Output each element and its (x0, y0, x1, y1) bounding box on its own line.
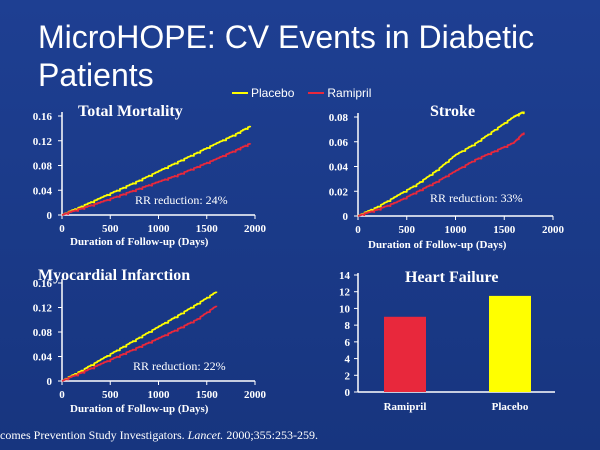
citation: comes Prevention Study Investigators. La… (0, 428, 600, 443)
stroke-y-tick-label: 0.02 (329, 186, 349, 198)
myocardial-infarction-x-tick-label: 2000 (244, 389, 267, 401)
slide-title: MicroHOPE: CV Events in Diabetic Patient… (38, 19, 535, 93)
stroke-x-tick-label: 0 (355, 224, 361, 236)
myocardial-infarction-y-tick-label: 0.12 (33, 303, 53, 315)
stroke-x-axis-label: Duration of Follow-up (Days) (368, 239, 507, 251)
stroke-x-tick-label: 2000 (542, 224, 565, 236)
myocardial-infarction-series-ramipril (61, 305, 218, 382)
stroke-series-placebo (357, 111, 525, 217)
myocardial-infarction-x-tick-label: 1500 (196, 389, 219, 401)
total-mortality-series-placebo (61, 125, 252, 216)
heart-failure-bar-placebo (489, 295, 531, 392)
stroke-rr-annotation: RR reduction: 33% (430, 191, 523, 205)
heart-failure-y-tick-label: 6 (345, 337, 351, 349)
legend-item-placebo: Placebo (232, 86, 294, 100)
myocardial-infarction-x-tick-label: 500 (102, 389, 119, 401)
stroke-series-ramipril (357, 132, 525, 217)
stroke-y-tick-label: 0.08 (329, 112, 349, 124)
heart-failure-chart-title: Heart Failure (405, 269, 498, 286)
total-mortality-y-tick-label: 0.04 (33, 185, 53, 197)
myocardial-infarction-rr-annotation: RR reduction: 22% (133, 359, 226, 373)
legend-item-ramipril: Ramipril (308, 86, 371, 100)
stroke-y-tick-label: 0 (343, 211, 349, 223)
myocardial-infarction-chart-title: Myocardial Infarction (38, 267, 190, 284)
legend-swatch-ramipril (308, 92, 325, 94)
myocardial-infarction-y-tick-label: 0 (47, 376, 53, 388)
heart-failure-y-tick-label: 0 (345, 387, 351, 399)
total-mortality-x-axis-label: Duration of Follow-up (Days) (70, 236, 209, 248)
citation-prefix: comes Prevention Study Investigators. (0, 428, 188, 442)
total-mortality-x-tick-label: 500 (102, 223, 119, 235)
total-mortality-series-ramipril (61, 142, 252, 216)
heart-failure-y-tick-label: 14 (339, 270, 351, 282)
stroke-x-tick-label: 1000 (445, 224, 468, 236)
heart-failure-bar-ramipril (384, 316, 426, 392)
myocardial-infarction-y-tick-label: 0.16 (33, 278, 53, 290)
heart-failure-y-tick-label: 4 (345, 354, 351, 366)
total-mortality-rr-annotation: RR reduction: 24% (135, 193, 228, 207)
stroke-x-tick-label: 500 (399, 224, 416, 236)
stroke-y-tick-label: 0.06 (329, 137, 349, 149)
total-mortality-y-tick-label: 0 (47, 210, 53, 222)
total-mortality-chart-title: Total Mortality (78, 103, 183, 120)
myocardial-infarction-x-tick-label: 1000 (148, 389, 171, 401)
stroke-y-tick-label: 0.04 (329, 162, 349, 174)
citation-suffix: 2000;355:253-259. (223, 428, 318, 442)
stroke-chart-title: Stroke (430, 103, 475, 120)
myocardial-infarction-x-tick-label: 0 (59, 389, 65, 401)
myocardial-infarction-series-placebo (61, 291, 218, 382)
heart-failure-y-tick-label: 10 (339, 303, 351, 315)
stroke-x-tick-label: 1500 (493, 224, 516, 236)
legend-label-placebo: Placebo (251, 86, 295, 100)
total-mortality-x-tick-label: 1000 (148, 223, 171, 235)
citation-journal: Lancet. (187, 428, 224, 442)
legend-swatch-placebo (232, 92, 248, 94)
heart-failure-y-tick-label: 8 (345, 320, 351, 332)
heart-failure-y-tick-label: 2 (345, 370, 351, 382)
myocardial-infarction-x-axis-label: Duration of Follow-up (Days) (70, 403, 209, 415)
total-mortality-y-tick-label: 0.08 (33, 161, 53, 173)
total-mortality-y-tick-label: 0.12 (33, 136, 53, 148)
heart-failure-y-tick-label: 12 (339, 287, 351, 299)
total-mortality-x-tick-label: 1500 (196, 223, 219, 235)
legend-label-ramipril: Ramipril (327, 86, 372, 100)
total-mortality-x-tick-label: 2000 (244, 223, 267, 235)
chart-legend: Placebo Ramipril (232, 86, 371, 100)
myocardial-infarction-y-tick-label: 0.04 (33, 352, 53, 364)
myocardial-infarction-y-tick-label: 0.08 (33, 327, 53, 339)
heart-failure-category-label-placebo: Placebo (492, 401, 529, 413)
total-mortality-x-tick-label: 0 (59, 223, 65, 235)
heart-failure-category-label-ramipril: Ramipril (384, 401, 427, 413)
total-mortality-y-tick-label: 0.16 (33, 111, 53, 123)
